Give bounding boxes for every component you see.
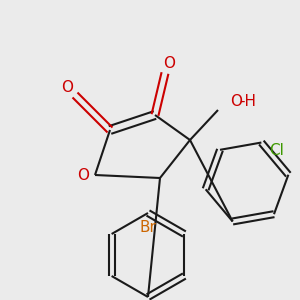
Text: O: O <box>77 167 89 182</box>
Text: O: O <box>61 80 73 94</box>
Text: O: O <box>230 94 242 110</box>
Text: Br: Br <box>140 220 156 235</box>
Text: O: O <box>163 56 175 70</box>
Text: Cl: Cl <box>269 143 284 158</box>
Text: -H: -H <box>239 94 256 110</box>
